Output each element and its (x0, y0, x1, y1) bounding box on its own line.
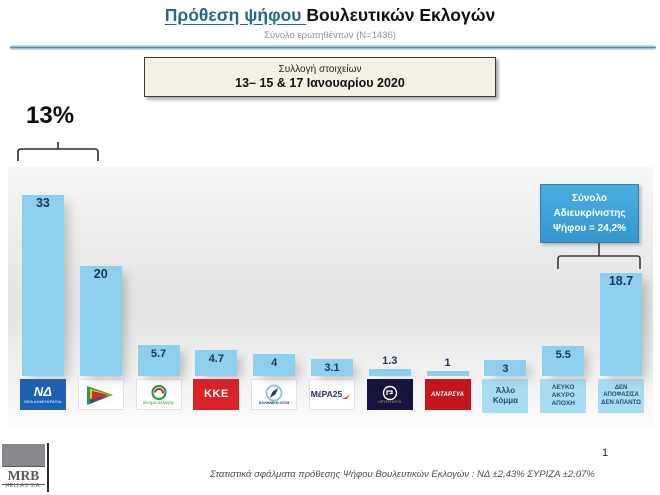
bar-value-label: 5.5 (555, 348, 571, 361)
chart-column: 1 ΑΝΤΑΡΣΥΑ (419, 167, 477, 428)
meander-emblem-icon (382, 385, 397, 400)
chart-column: 18.7 ΔΕΝ ΑΠΟΦΑΣΙΣΑ ΔΕΝ ΑΠΑΝΤΩ (592, 167, 650, 428)
title-highlight: Πρόθεση ψήφου (164, 5, 307, 25)
bar-value-label: 1 (444, 356, 451, 369)
syriza-logo (77, 379, 124, 410)
elliniki-lysi-compass-icon (265, 384, 283, 401)
xrysi-avgi-logo: ΧΡΥΣΗ ΑΥΓΗ (366, 379, 413, 410)
chart-column: 3.1 ΜέΡΑ25 (303, 167, 361, 428)
bar-leyko-akyro-apoxi (542, 345, 585, 376)
bar-value-label: 4 (271, 357, 278, 369)
bar-area: 18.7 (592, 167, 650, 376)
bar-allo-komma (484, 359, 527, 376)
bar-value-label: 4.7 (208, 353, 224, 366)
category-label-cell: ΕΛΛΗΝΙΚΗ ΛΥΣΗ (245, 376, 303, 423)
mrb-logo-subtext: HELLAS S.A. (5, 483, 42, 489)
bar-value-label: 3.1 (324, 361, 340, 374)
bar-kke (195, 350, 238, 376)
chart-column: 5.5 ΛΕΥΚΟ ΑΚΥΡΟ ΑΠΟΧΗ (534, 167, 592, 428)
syriza-flag-icon (86, 385, 113, 405)
mrb-logo-text: MRB (2, 466, 45, 485)
bar-area: 1 (419, 167, 477, 376)
undecided-line2: Αδιευκρίνιστης (553, 208, 626, 219)
undecided-callout-box: Σύνολο Αδιευκρίνιστης Ψήφου = 24,2% (540, 184, 639, 243)
collection-label: Συλλογή στοιχείων (278, 64, 362, 75)
bar-mera25 (310, 358, 353, 376)
collection-dates-box: Συλλογή στοιχείων 13– 15 & 17 Ιανουαρίου… (144, 57, 496, 97)
bar-value-label: 18.7 (608, 274, 634, 289)
page-title: Πρόθεση ψήφου Βουλευτικών Εκλογών (0, 5, 660, 26)
title-rest: Βουλευτικών Εκλογών (306, 5, 496, 25)
chart-column: 20 (72, 167, 130, 428)
sample-subtitle: Σύνολο ερωτηθέντων (N=1436) (264, 30, 396, 41)
kinal-sun-icon (150, 384, 167, 400)
bar-value-label: 3 (502, 362, 509, 375)
mera25-logo: ΜέΡΑ25 (308, 379, 355, 410)
collection-dates: 13– 15 & 17 Ιανουαρίου 2020 (235, 76, 405, 90)
chart-column: 3 Άλλο Κόμμα (477, 167, 535, 428)
bar-nd (21, 194, 64, 376)
bar-elliniki-lysi (253, 354, 296, 376)
undecided-line1: Σύνολο (571, 193, 608, 204)
mera25-swoosh-icon (342, 389, 353, 399)
kke-logo: ΚΚΕ (193, 379, 240, 410)
chart-column: 1.3 ΧΡΥΣΗ ΑΥΓΗ (361, 167, 419, 428)
undecided-brace (557, 243, 641, 269)
category-label-cell: ΚΚΕ (187, 376, 245, 423)
den-apofasisa-label: ΔΕΝ ΑΠΟΦΑΣΙΣΑ ΔΕΝ ΑΠΑΝΤΩ (598, 379, 645, 413)
category-label-cell: ΝΔ ΝΕΑ ΔΗΜΟΚΡΑΤΙΑ (14, 376, 72, 423)
category-label-cell (72, 376, 130, 423)
bar-area: 4.7 (187, 167, 245, 376)
bar-syriza (79, 266, 122, 376)
category-label-cell: Άλλο Κόμμα (477, 376, 535, 423)
allo-komma-label: Άλλο Κόμμα (482, 379, 529, 413)
kinal-logo: κίνημα αλλαγής (135, 379, 182, 410)
bar-area: 1.3 (361, 167, 419, 376)
bar-area: 33 (14, 167, 72, 376)
category-label-cell: ΛΕΥΚΟ ΑΚΥΡΟ ΑΠΟΧΗ (534, 376, 592, 423)
bar-area: 20 (72, 167, 130, 376)
antarsya-logo: ΑΝΤΑΡΣΥΑ (424, 379, 471, 410)
bar-value-label: 1.3 (382, 354, 398, 367)
category-label-cell: ΧΡΥΣΗ ΑΥΓΗ (361, 376, 419, 423)
chart-column: 4.7 ΚΚΕ (187, 167, 245, 428)
category-label-cell: ΜέΡΑ25 (303, 376, 361, 423)
bar-area: 5.5 (534, 167, 592, 376)
bar-kinal (137, 344, 180, 376)
chart-column: 4 ΕΛΛΗΝΙΚΗ ΛΥΣΗ (245, 167, 303, 428)
page-number: 1 (601, 447, 609, 459)
statistical-error-note: Στατιστικά σφάλματα πρόθεσης Ψήφου Βουλε… (210, 469, 595, 480)
bar-value-label: 20 (93, 267, 108, 281)
bar-value-label: 5.7 (150, 347, 167, 360)
bar-area: 4 (245, 167, 303, 376)
lead-gap-brace (17, 142, 99, 161)
elliniki-lysi-logo: ΕΛΛΗΝΙΚΗ ΛΥΣΗ (251, 379, 298, 410)
nd-logo: ΝΔ ΝΕΑ ΔΗΜΟΚΡΑΤΙΑ (19, 379, 66, 410)
bar-antarsya (426, 370, 469, 376)
bar-den-apofasisa (600, 273, 643, 376)
lead-gap-label: 13% (26, 102, 75, 129)
chart-column: 33 ΝΔ ΝΕΑ ΔΗΜΟΚΡΑΤΙΑ (14, 167, 72, 428)
mrb-logo-block (2, 444, 45, 466)
header-divider (10, 45, 656, 50)
mrb-hellas-logo: MRB HELLAS S.A. (2, 443, 49, 492)
category-label-cell: ΔΕΝ ΑΠΟΦΑΣΙΣΑ ΔΕΝ ΑΠΑΝΤΩ (592, 376, 650, 423)
bar-area: 3.1 (303, 167, 361, 376)
chart-column: 5.7 κίνημα αλλαγής (130, 167, 188, 428)
category-label-cell: κίνημα αλλαγής (130, 376, 188, 423)
bar-area: 5.7 (130, 167, 188, 376)
mrb-logo-rule (47, 443, 49, 492)
bar-chart: 33 ΝΔ ΝΕΑ ΔΗΜΟΚΡΑΤΙΑ 20 5.7 κίνημα αλλαγής 4.7… (14, 167, 650, 428)
bar-xrysi-avgi (368, 368, 411, 376)
undecided-line3: Ψήφου = 24,2% (552, 223, 627, 234)
bar-area: 3 (477, 167, 535, 376)
leyko-akyro-apoxi-label: ΛΕΥΚΟ ΑΚΥΡΟ ΑΠΟΧΗ (540, 379, 587, 413)
category-label-cell: ΑΝΤΑΡΣΥΑ (419, 376, 477, 423)
bar-value-label: 33 (35, 195, 50, 210)
